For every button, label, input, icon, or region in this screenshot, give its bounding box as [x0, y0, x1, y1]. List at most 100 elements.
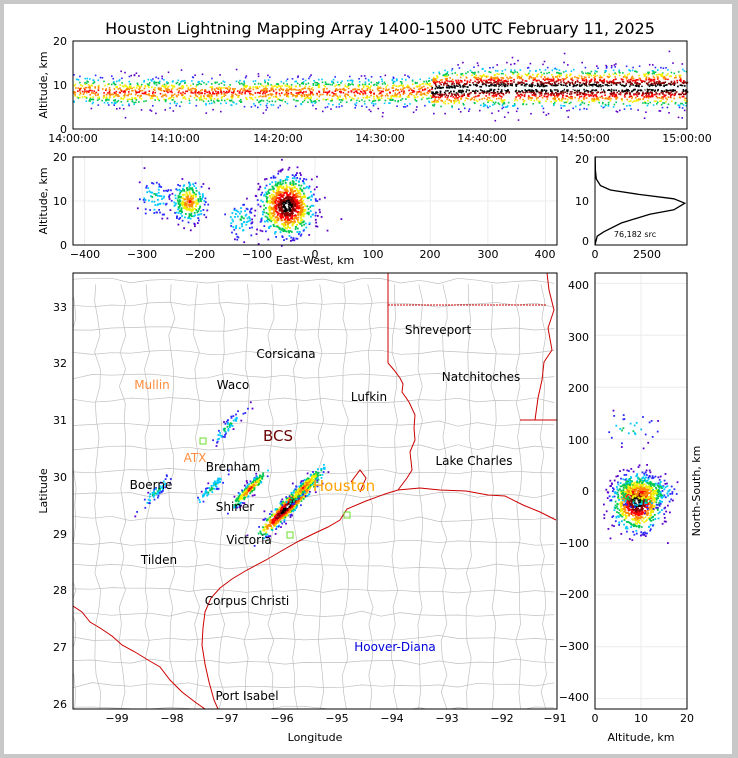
timeline-source-point	[288, 85, 291, 88]
timeline-source-point	[484, 104, 486, 107]
timeline-source-point	[109, 89, 111, 91]
timeline-source-point	[201, 92, 203, 95]
timeline-source-point	[681, 84, 684, 87]
timeline-source-point	[339, 88, 341, 91]
timeline-source-point	[435, 92, 437, 95]
timeline-source-point	[364, 92, 366, 94]
timeline-source-point	[493, 77, 495, 79]
timeline-source-point	[132, 90, 134, 92]
timeline-source-point	[671, 93, 674, 96]
ew-source-point	[179, 191, 182, 193]
ew-source-point	[285, 220, 288, 223]
timeline-source-point	[220, 110, 222, 113]
timeline-source-point	[303, 99, 306, 102]
ew-source-point	[279, 193, 282, 196]
timeline-source-point	[457, 64, 459, 66]
ew-source-point	[175, 202, 177, 205]
ew-source-point	[200, 213, 203, 215]
ew-source-point	[301, 221, 304, 224]
timeline-source-point	[629, 100, 632, 102]
ew-source-point	[287, 226, 289, 228]
timeline-source-point	[112, 99, 115, 102]
timeline-source-point	[118, 80, 120, 82]
timeline-source-point	[333, 93, 336, 95]
ew-source-point	[291, 209, 293, 211]
timeline-xtick: 14:30:00	[355, 132, 404, 145]
ew-source-point	[201, 198, 203, 200]
timeline-source-point	[203, 95, 205, 98]
ew-source-point	[277, 201, 280, 203]
timeline-source-point	[531, 84, 534, 87]
timeline-source-point	[318, 90, 320, 93]
timeline-source-point	[506, 105, 509, 107]
timeline-source-point	[403, 87, 406, 89]
timeline-source-point	[619, 72, 621, 74]
timeline-source-point	[126, 88, 128, 91]
ew-source-point	[287, 206, 290, 208]
timeline-source-point	[413, 94, 415, 97]
timeline-source-point	[89, 78, 91, 80]
ew-source-point	[294, 228, 297, 230]
ew-source-point	[292, 237, 295, 239]
timeline-source-point	[603, 74, 605, 77]
timeline-source-point	[254, 80, 257, 82]
ew-source-point	[285, 200, 288, 203]
timeline-source-point	[331, 95, 334, 97]
timeline-source-point	[378, 93, 380, 95]
ew-source-point	[275, 199, 278, 202]
timeline-source-point	[624, 90, 627, 92]
timeline-source-point	[131, 99, 134, 101]
timeline-source-point	[213, 98, 216, 100]
timeline-source-point	[76, 96, 79, 98]
timeline-source-point	[133, 86, 135, 89]
timeline-source-point	[311, 101, 313, 104]
ew-source-point	[284, 214, 286, 217]
timeline-source-point	[666, 84, 668, 86]
ew-source-point	[294, 196, 297, 198]
timeline-source-point	[630, 76, 633, 79]
ew-source-point	[190, 210, 193, 213]
timeline-source-point	[170, 88, 173, 91]
timeline-source-point	[360, 90, 362, 93]
timeline-source-point	[304, 97, 306, 100]
timeline-source-point	[276, 83, 279, 85]
timeline-source-point	[473, 66, 475, 68]
ew-source-point	[194, 214, 196, 217]
timeline-source-point	[528, 77, 530, 80]
timeline-source-point	[673, 86, 676, 88]
ew-source-point	[269, 183, 271, 186]
timeline-source-point	[409, 92, 411, 95]
timeline-source-point	[426, 97, 428, 100]
ew-source-point	[161, 217, 164, 220]
timeline-source-point	[501, 107, 503, 110]
timeline-source-point	[574, 96, 576, 99]
ew-source-point	[259, 229, 262, 232]
ew-source-point	[296, 231, 299, 233]
timeline-source-point	[482, 102, 485, 105]
timeline-source-point	[116, 80, 118, 83]
timeline-source-point	[461, 81, 463, 83]
timeline-source-point	[443, 88, 445, 90]
timeline-source-point	[475, 89, 477, 92]
timeline-source-point	[219, 74, 221, 76]
ew-source-point	[279, 183, 281, 185]
timeline-source-point	[552, 80, 554, 82]
ew-source-point	[192, 189, 194, 192]
timeline-source-point	[501, 87, 503, 89]
timeline-source-point	[606, 86, 608, 88]
timeline-source-point	[647, 78, 650, 81]
timeline-source-point	[626, 80, 629, 82]
timeline-source-point	[185, 90, 187, 93]
timeline-source-point	[559, 79, 562, 81]
ew-source-point	[199, 205, 202, 208]
ew-source-point	[283, 204, 285, 207]
ew-source-point	[303, 212, 306, 215]
timeline-source-point	[197, 81, 199, 83]
timeline-source-point	[95, 91, 98, 94]
ew-source-point	[177, 202, 180, 205]
ew-source-point	[285, 213, 288, 216]
ew-source-point	[136, 207, 139, 210]
timeline-source-point	[445, 94, 448, 96]
timeline-source-point	[232, 88, 235, 91]
timeline-source-point	[431, 88, 433, 91]
